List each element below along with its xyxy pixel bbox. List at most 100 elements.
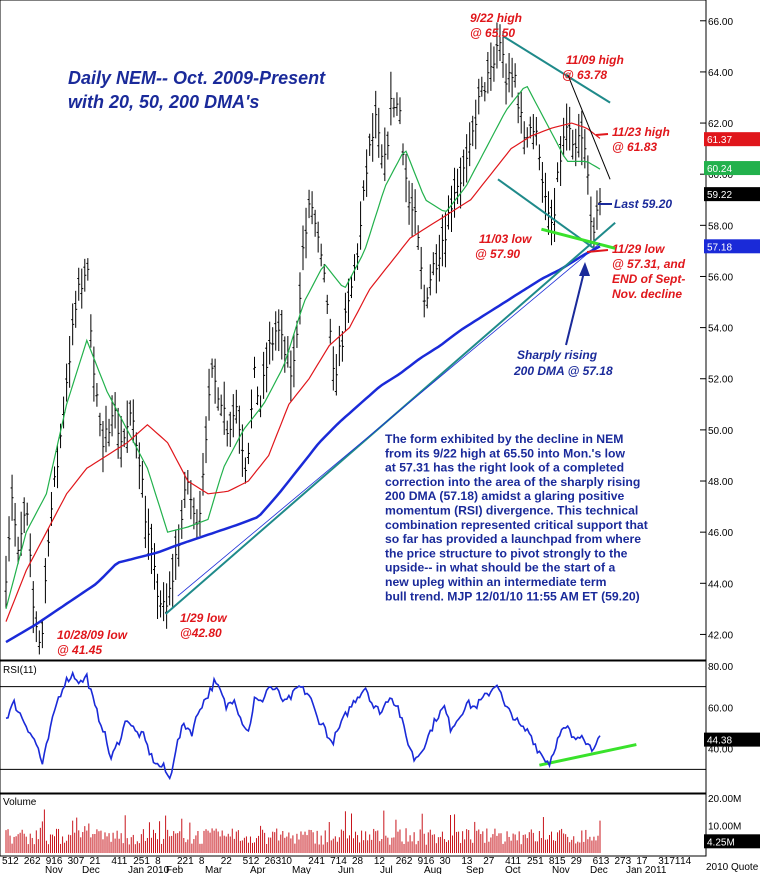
rsi-tick-label: 40.00 xyxy=(708,745,733,756)
price-tick-label: 58.00 xyxy=(708,221,733,232)
x-tick-label: 28 xyxy=(352,856,364,867)
sma-line-20-dma xyxy=(5,85,601,610)
x-tick-label: 613 xyxy=(593,856,610,867)
price-tick-label: 46.00 xyxy=(708,528,733,539)
x-tick-label: 221 xyxy=(177,856,194,867)
rsi-panel-frame xyxy=(0,660,707,794)
low-pointer-line xyxy=(586,249,609,253)
ann-922-high: 9/22 high @ 65.50 xyxy=(470,11,525,40)
commentary-line: from its 9/22 high at 65.50 into Mon.'s … xyxy=(385,446,625,460)
price-tick-label: 60.00 xyxy=(708,170,733,181)
value-tag-bg xyxy=(704,187,760,202)
copyright-text: 2010 Quote LLC xyxy=(706,862,760,873)
volume-tag-label: 4.25M xyxy=(707,837,735,848)
value-tag-label: 59.22 xyxy=(707,190,732,201)
x-tick-label: 251 xyxy=(527,856,544,867)
x-axis: 512 262 916 307 21 411 251 8 221 8 22 512 2631 0 241 71… xyxy=(2,856,692,874)
volume-bars xyxy=(5,809,601,853)
chart-subtitle: with 20, 50, 200 DMA's xyxy=(68,92,259,112)
month-label: Dec xyxy=(590,865,608,874)
commentary-line: new upleg within an intermediate term xyxy=(385,575,607,589)
x-tick-label: 30 xyxy=(440,856,452,867)
x-tick-label: 262 xyxy=(24,856,41,867)
trendlines xyxy=(164,35,637,767)
x-tick-label: 3171 xyxy=(658,856,681,867)
x-tick-label: 916 xyxy=(46,856,63,867)
ann-1103-low: 11/03 low @ 57.90 xyxy=(475,232,535,261)
trendline-upper-channel xyxy=(502,35,611,104)
ann-1129-low: 11/29 low @ 57.31, and END of Sept- Nov.… xyxy=(612,242,689,301)
x-tick-label: 262 xyxy=(396,856,413,867)
month-label: Jul xyxy=(380,865,393,874)
volume-tick-label: 10.00M xyxy=(708,822,741,833)
month-label: Mar xyxy=(205,865,223,874)
x-tick-label: 14 xyxy=(680,856,692,867)
rsi-path xyxy=(5,670,601,781)
x-tick-label: 2631 xyxy=(265,856,288,867)
x-tick-label: 512 xyxy=(243,856,260,867)
x-tick-label: 815 xyxy=(549,856,566,867)
month-label: May xyxy=(292,865,311,874)
commentary-line: momentum (RSI) divergence. This technica… xyxy=(385,504,638,518)
x-tick-label: 29 xyxy=(571,856,583,867)
rsi-line xyxy=(5,670,601,781)
ann-1123-high: 11/23 high @ 61.83 xyxy=(612,125,673,154)
rsi-tick-label: 80.00 xyxy=(708,662,733,673)
x-tick-label: 27 xyxy=(483,856,495,867)
rsi-tag-label: 44.38 xyxy=(707,736,732,747)
month-label: Aug xyxy=(424,865,442,874)
commentary-line: the price structure to pivot strongly to… xyxy=(385,546,628,560)
sma-line-50-dma xyxy=(5,122,601,622)
rsi-label: RSI(11) xyxy=(3,665,37,676)
price-tick-label: 62.00 xyxy=(708,119,733,130)
high-pointer-line xyxy=(595,133,609,136)
price-tick-label: 42.00 xyxy=(708,630,733,641)
ann-129-low: 1/29 low @42.80 xyxy=(180,611,230,640)
ann-last: Last 59.20 xyxy=(614,197,672,211)
volume-label: Volume xyxy=(3,797,37,808)
commentary-line: combination represented critical support… xyxy=(385,518,648,532)
month-label: Jun xyxy=(338,865,354,874)
price-panel-frame xyxy=(0,0,707,661)
sma-line-200-dma xyxy=(5,245,601,644)
month-label: Feb xyxy=(166,865,184,874)
month-label: Dec xyxy=(82,865,100,874)
value-tag-bg xyxy=(704,132,760,147)
value-tags: 61.37 60.24 59.22 57.18 44.38 4.25M xyxy=(704,132,760,849)
month-label: Jan 2011 xyxy=(626,865,667,874)
x-tick-label: 251 xyxy=(133,856,150,867)
x-tick-label: 22 xyxy=(221,856,233,867)
x-tick-label: 241 xyxy=(308,856,325,867)
x-tick-label: 12 xyxy=(374,856,386,867)
price-tick-label: 44.00 xyxy=(708,579,733,590)
value-tag-label: 57.18 xyxy=(707,242,732,253)
commentary-line: 200 DMA (57.18) amidst a glaring positiv… xyxy=(385,489,625,503)
commentary-line: The form exhibited by the decline in NEM xyxy=(385,432,623,446)
dma-arrow-head xyxy=(579,262,590,276)
rsi-axis: 80.00 60.00 40.00 xyxy=(708,662,733,756)
x-tick-label: 714 xyxy=(330,856,347,867)
rsi-tag-bg xyxy=(704,732,760,747)
x-tick-label: 0 xyxy=(286,856,292,867)
price-tick-label: 54.00 xyxy=(708,324,733,335)
commentary-line: correction into the area of the sharply … xyxy=(385,475,640,489)
rsi-bands xyxy=(0,686,706,770)
trendline-lower-channel xyxy=(497,178,595,250)
price-tick-label: 56.00 xyxy=(708,272,733,283)
month-label: Apr xyxy=(250,865,266,874)
commentary-line: upside-- in what should be the start of … xyxy=(385,561,615,575)
commentary-line: so far has provided a launchpad from whe… xyxy=(385,532,641,546)
x-tick-label: 916 xyxy=(418,856,435,867)
ann-1109-high: 11/09 high @ 63.78 xyxy=(562,53,627,82)
month-label: Sep xyxy=(466,865,484,874)
trendline-short-resistance xyxy=(567,74,611,180)
green-support-marker xyxy=(541,227,616,250)
commentary-line: at 57.31 has the right look of a complet… xyxy=(385,461,624,475)
x-tick-label: 13 xyxy=(461,856,473,867)
value-tag-bg xyxy=(704,161,760,176)
x-tick-label: 17 xyxy=(636,856,648,867)
price-tick-label: 50.00 xyxy=(708,426,733,437)
value-tag-label: 60.24 xyxy=(707,164,732,175)
